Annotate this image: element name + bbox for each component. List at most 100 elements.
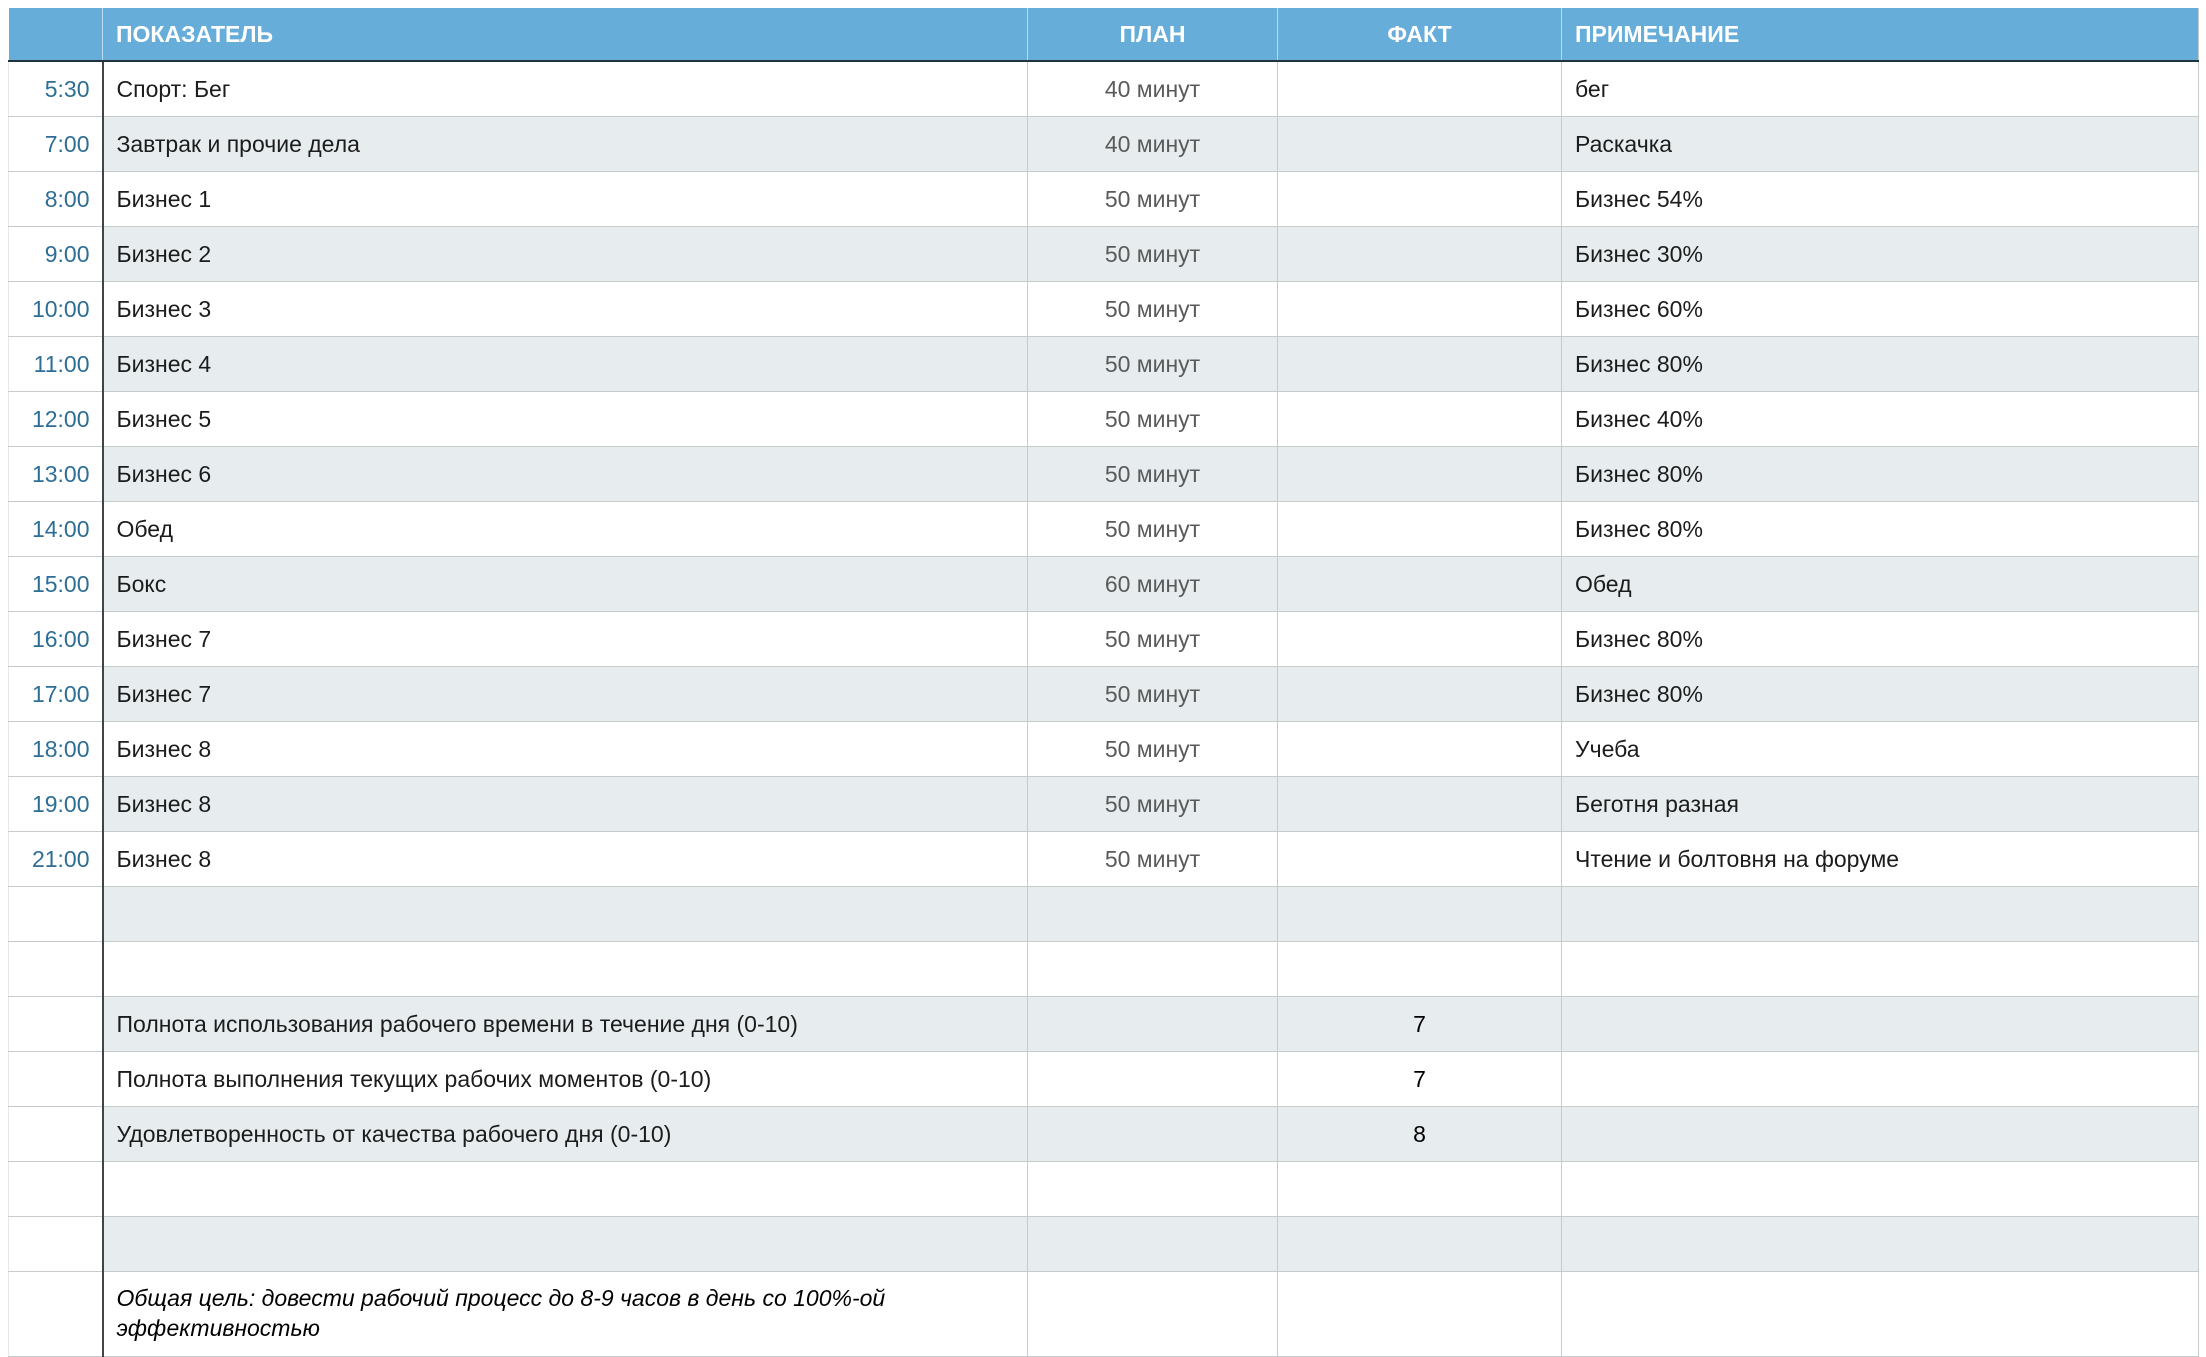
indicator-cell[interactable]: Обед [102,501,1028,557]
note-cell[interactable]: Бизнес 80% [1561,446,2199,502]
indicator-cell[interactable]: Бизнес 2 [102,226,1028,282]
note-cell[interactable]: Обед [1561,556,2199,612]
plan-cell[interactable]: 50 минут [1027,501,1278,557]
note-cell[interactable] [1561,941,2199,997]
fact-cell[interactable] [1277,831,1562,887]
summary-label-cell[interactable]: Полнота использования рабочего времени в… [102,996,1028,1052]
fact-cell[interactable] [1277,171,1562,227]
indicator-column-header[interactable]: ПОКАЗАТЕЛЬ [102,8,1028,62]
note-cell[interactable]: Бизнес 40% [1561,391,2199,447]
fact-value-cell[interactable]: 7 [1277,996,1562,1052]
plan-cell[interactable]: 60 минут [1027,556,1278,612]
time-cell[interactable] [8,1271,104,1357]
fact-value-cell[interactable]: 8 [1277,1106,1562,1162]
note-cell[interactable] [1561,1161,2199,1217]
fact-cell[interactable] [1277,226,1562,282]
fact-cell[interactable] [1277,60,1562,117]
time-cell[interactable] [8,941,104,997]
note-cell[interactable]: Бизнес 80% [1561,666,2199,722]
plan-cell[interactable] [1027,886,1278,942]
indicator-cell[interactable] [102,941,1028,997]
fact-value-cell[interactable]: 7 [1277,1051,1562,1107]
plan-cell[interactable] [1027,941,1278,997]
plan-cell[interactable]: 50 минут [1027,336,1278,392]
plan-cell[interactable] [1027,996,1278,1052]
note-cell[interactable] [1561,886,2199,942]
fact-cell[interactable] [1277,611,1562,667]
note-cell[interactable] [1561,996,2199,1052]
time-cell[interactable]: 7:00 [8,116,104,172]
time-cell[interactable]: 13:00 [8,446,104,502]
time-cell[interactable]: 21:00 [8,831,104,887]
plan-cell[interactable]: 50 минут [1027,611,1278,667]
fact-cell[interactable] [1277,116,1562,172]
plan-cell[interactable] [1027,1051,1278,1107]
fact-column-header[interactable]: ФАКТ [1277,8,1562,62]
indicator-cell[interactable]: Бизнес 7 [102,666,1028,722]
fact-cell[interactable] [1277,391,1562,447]
time-cell[interactable]: 10:00 [8,281,104,337]
time-cell[interactable] [8,1106,104,1162]
time-cell[interactable]: 12:00 [8,391,104,447]
indicator-cell[interactable]: Спорт: Бег [102,60,1028,117]
note-cell[interactable]: Бизнес 80% [1561,611,2199,667]
indicator-cell[interactable]: Бизнес 8 [102,721,1028,777]
fact-cell[interactable] [1277,666,1562,722]
fact-cell[interactable] [1277,1216,1562,1272]
plan-cell[interactable]: 40 минут [1027,60,1278,117]
note-cell[interactable]: бег [1561,60,2199,117]
time-cell[interactable] [8,996,104,1052]
note-cell[interactable]: Бизнес 54% [1561,171,2199,227]
fact-cell[interactable] [1277,336,1562,392]
note-cell[interactable]: Бизнес 80% [1561,501,2199,557]
fact-cell[interactable] [1277,281,1562,337]
note-cell[interactable] [1561,1106,2199,1162]
time-cell[interactable] [8,1216,104,1272]
fact-cell[interactable] [1277,721,1562,777]
fact-cell[interactable] [1277,886,1562,942]
plan-cell[interactable]: 40 минут [1027,116,1278,172]
time-cell[interactable] [8,886,104,942]
fact-cell[interactable] [1277,1161,1562,1217]
plan-cell[interactable] [1027,1106,1278,1162]
time-cell[interactable]: 15:00 [8,556,104,612]
note-cell[interactable] [1561,1271,2199,1357]
fact-cell[interactable] [1277,1271,1562,1357]
note-cell[interactable]: Бизнес 30% [1561,226,2199,282]
indicator-cell[interactable]: Бокс [102,556,1028,612]
plan-cell[interactable]: 50 минут [1027,226,1278,282]
note-cell[interactable]: Учеба [1561,721,2199,777]
fact-cell[interactable] [1277,446,1562,502]
indicator-cell[interactable] [102,886,1028,942]
fact-cell[interactable] [1277,941,1562,997]
indicator-cell[interactable]: Бизнес 1 [102,171,1028,227]
plan-cell[interactable]: 50 минут [1027,391,1278,447]
plan-cell[interactable]: 50 минут [1027,831,1278,887]
time-cell[interactable]: 14:00 [8,501,104,557]
plan-cell[interactable]: 50 минут [1027,446,1278,502]
note-cell[interactable]: Раскачка [1561,116,2199,172]
note-column-header[interactable]: ПРИМЕЧАНИЕ [1561,8,2199,62]
plan-cell[interactable] [1027,1271,1278,1357]
indicator-cell[interactable]: Завтрак и прочие дела [102,116,1028,172]
time-cell[interactable]: 11:00 [8,336,104,392]
time-column-header[interactable] [8,8,103,62]
note-cell[interactable] [1561,1051,2199,1107]
time-cell[interactable]: 9:00 [8,226,104,282]
note-cell[interactable]: Беготня разная [1561,776,2199,832]
indicator-cell[interactable] [102,1216,1028,1272]
note-cell[interactable]: Бизнес 80% [1561,336,2199,392]
fact-cell[interactable] [1277,776,1562,832]
plan-cell[interactable]: 50 минут [1027,776,1278,832]
time-cell[interactable] [8,1051,104,1107]
time-cell[interactable] [8,1161,104,1217]
plan-cell[interactable]: 50 минут [1027,721,1278,777]
note-cell[interactable] [1561,1216,2199,1272]
plan-cell[interactable] [1027,1216,1278,1272]
plan-cell[interactable]: 50 минут [1027,281,1278,337]
time-cell[interactable]: 16:00 [8,611,104,667]
indicator-cell[interactable]: Бизнес 3 [102,281,1028,337]
time-cell[interactable]: 8:00 [8,171,104,227]
indicator-cell[interactable]: Бизнес 8 [102,776,1028,832]
goal-text-cell[interactable]: Общая цель: довести рабочий процесс до 8… [102,1271,1028,1357]
